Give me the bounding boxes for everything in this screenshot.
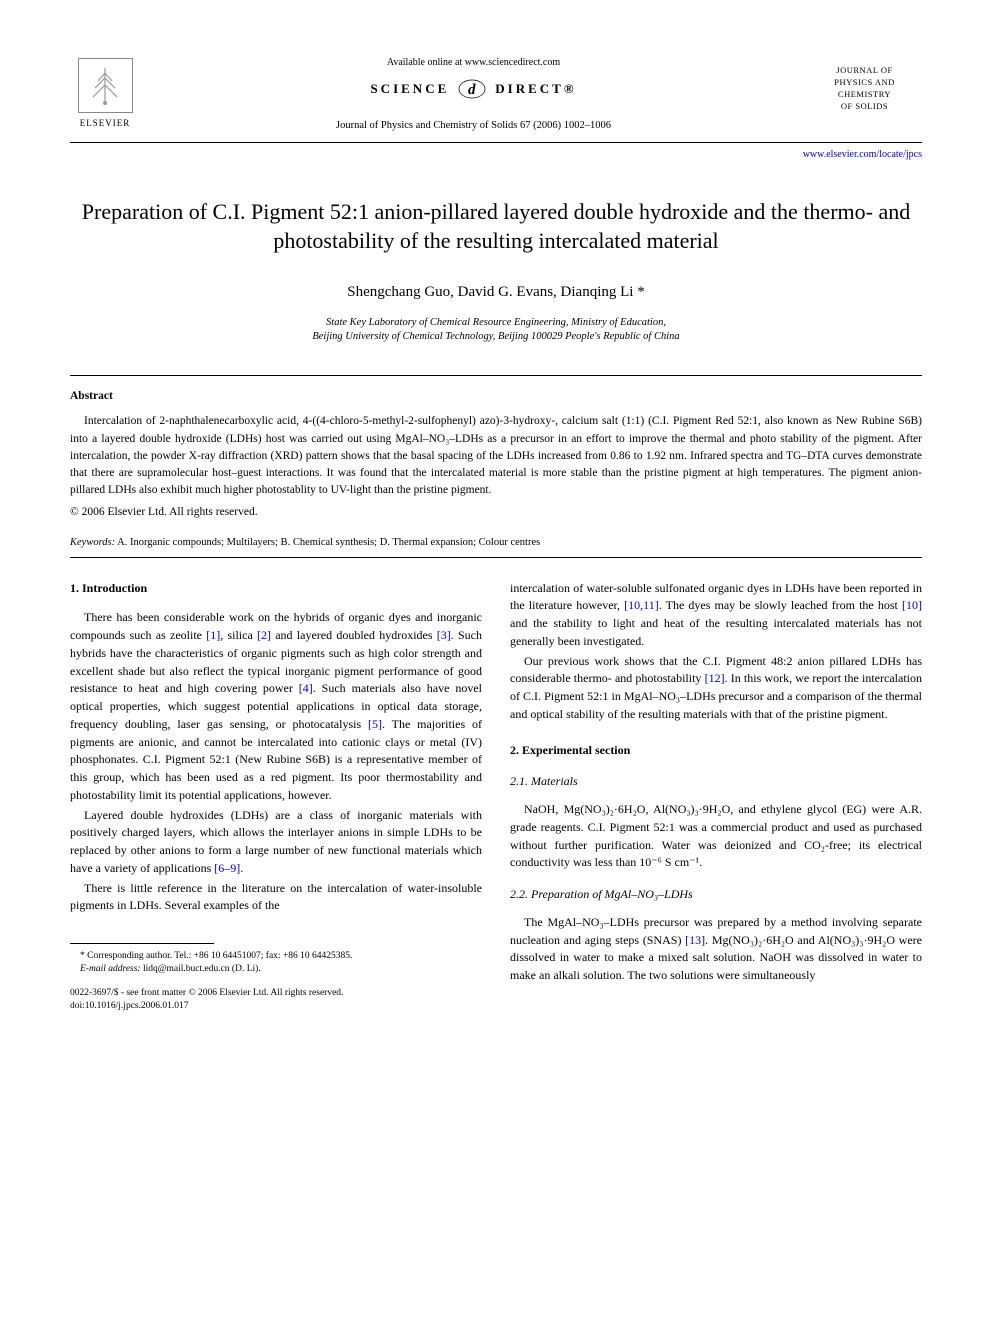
footnote-rule <box>70 943 214 944</box>
preparation-subheading: 2.2. Preparation of MgAl–NO₃–LDHs <box>510 886 922 904</box>
header-center: Available online at www.sciencedirect.co… <box>140 50 807 134</box>
citation-link[interactable]: [10,11] <box>624 598 659 612</box>
col2-continuation-paragraph: intercalation of water-soluble sulfonate… <box>510 580 922 651</box>
intro-paragraph-2: Layered double hydroxides (LDHs) are a c… <box>70 807 482 878</box>
citation-link[interactable]: [6–9] <box>214 861 240 875</box>
journal-corner-logo: JOURNAL OF PHYSICS AND CHEMISTRY OF SOLI… <box>807 50 922 113</box>
abstract-copyright: © 2006 Elsevier Ltd. All rights reserved… <box>70 504 922 521</box>
email-value: lidq@mail.buct.edu.cn (D. Li). <box>141 964 261 974</box>
citation-link[interactable]: [10] <box>902 598 922 612</box>
citation-link[interactable]: [4] <box>299 681 313 695</box>
header-top-row: ELSEVIER Available online at www.science… <box>70 50 922 134</box>
science-direct-icon: d <box>455 78 489 100</box>
article-authors: Shengchang Guo, David G. Evans, Dianqing… <box>70 281 922 304</box>
citation-link[interactable]: [12] <box>705 671 725 685</box>
svg-text:d: d <box>468 82 479 98</box>
materials-subheading: 2.1. Materials <box>510 773 922 791</box>
journal-url-link[interactable]: www.elsevier.com/locate/jpcs <box>70 147 922 162</box>
corresponding-author-footnote: * Corresponding author. Tel.: +86 10 644… <box>70 950 482 963</box>
journal-logo-line1: JOURNAL OF <box>807 65 922 77</box>
affiliation-line1: State Key Laboratory of Chemical Resourc… <box>70 316 922 331</box>
left-column: 1. Introduction There has been considera… <box>70 580 482 1014</box>
citation-link[interactable]: [1] <box>206 628 220 642</box>
citation-link[interactable]: [5] <box>368 717 382 731</box>
elsevier-tree-icon <box>78 58 133 113</box>
abstract-top-rule <box>70 375 922 376</box>
citation-link[interactable]: [2] <box>257 628 271 642</box>
keywords-label: Keywords: <box>70 537 115 548</box>
email-label: E-mail address: <box>80 964 141 974</box>
materials-paragraph: NaOH, Mg(NO₃)₂·6H₂O, Al(NO₃)₃·9H₂O, and … <box>510 801 922 872</box>
issn-line: 0022-3697/$ - see front matter © 2006 El… <box>70 987 482 1000</box>
header-rule-top <box>70 142 922 143</box>
doi-block: 0022-3697/$ - see front matter © 2006 El… <box>70 987 482 1014</box>
right-column: intercalation of water-soluble sulfonate… <box>510 580 922 1014</box>
citation-link[interactable]: [13] <box>685 933 705 947</box>
body-two-column: 1. Introduction There has been considera… <box>70 580 922 1014</box>
abstract-body: Intercalation of 2-naphthalenecarboxylic… <box>70 413 922 499</box>
introduction-heading: 1. Introduction <box>70 580 482 598</box>
elsevier-logo: ELSEVIER <box>70 50 140 130</box>
affiliation-line2: Beijing University of Chemical Technolog… <box>70 330 922 345</box>
article-header: ELSEVIER Available online at www.science… <box>70 50 922 162</box>
citation-link[interactable]: [3] <box>437 628 451 642</box>
email-footnote: E-mail address: lidq@mail.buct.edu.cn (D… <box>70 963 482 976</box>
journal-logo-line3: OF SOLIDS <box>807 101 922 113</box>
doi-line: doi:10.1016/j.jpcs.2006.01.017 <box>70 1000 482 1013</box>
article-affiliation: State Key Laboratory of Chemical Resourc… <box>70 316 922 345</box>
article-title: Preparation of C.I. Pigment 52:1 anion-p… <box>70 197 922 256</box>
experimental-heading: 2. Experimental section <box>510 742 922 760</box>
available-online-text: Available online at www.sciencedirect.co… <box>140 55 807 70</box>
abstract-bottom-rule <box>70 557 922 558</box>
science-direct-left: SCIENCE <box>370 79 449 99</box>
journal-logo-line2: PHYSICS AND CHEMISTRY <box>807 77 922 101</box>
preparation-paragraph: The MgAl–NO₃–LDHs precursor was prepared… <box>510 914 922 985</box>
elsevier-label: ELSEVIER <box>80 117 131 131</box>
keywords-values: A. Inorganic compounds; Multilayers; B. … <box>115 537 540 548</box>
abstract-heading: Abstract <box>70 388 922 405</box>
journal-reference: Journal of Physics and Chemistry of Soli… <box>140 118 807 134</box>
science-direct-right: DIRECT® <box>495 79 576 99</box>
intro-paragraph-1: There has been considerable work on the … <box>70 609 482 804</box>
science-direct-logo: SCIENCE d DIRECT® <box>140 78 807 100</box>
col2-paragraph-2: Our previous work shows that the C.I. Pi… <box>510 653 922 724</box>
intro-paragraph-3: There is little reference in the literat… <box>70 880 482 916</box>
keywords-line: Keywords: A. Inorganic compounds; Multil… <box>70 535 922 551</box>
